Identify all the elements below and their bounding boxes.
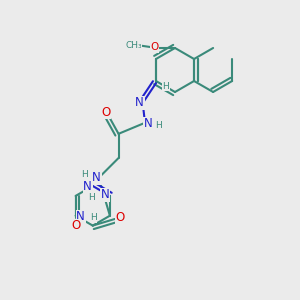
Text: N: N [76, 210, 85, 223]
Text: O: O [71, 219, 80, 232]
Text: O: O [115, 211, 124, 224]
Text: H: H [90, 213, 97, 222]
Text: N: N [135, 97, 144, 110]
Text: H: H [156, 121, 162, 130]
Text: N: N [92, 171, 101, 184]
Text: O: O [101, 106, 110, 118]
Text: H: H [81, 170, 88, 179]
Text: O: O [150, 42, 158, 52]
Text: H: H [163, 82, 169, 91]
Text: CH₃: CH₃ [125, 40, 142, 50]
Text: N: N [83, 181, 92, 194]
Text: N: N [100, 188, 109, 201]
Text: H: H [88, 194, 95, 202]
Text: N: N [144, 117, 152, 130]
